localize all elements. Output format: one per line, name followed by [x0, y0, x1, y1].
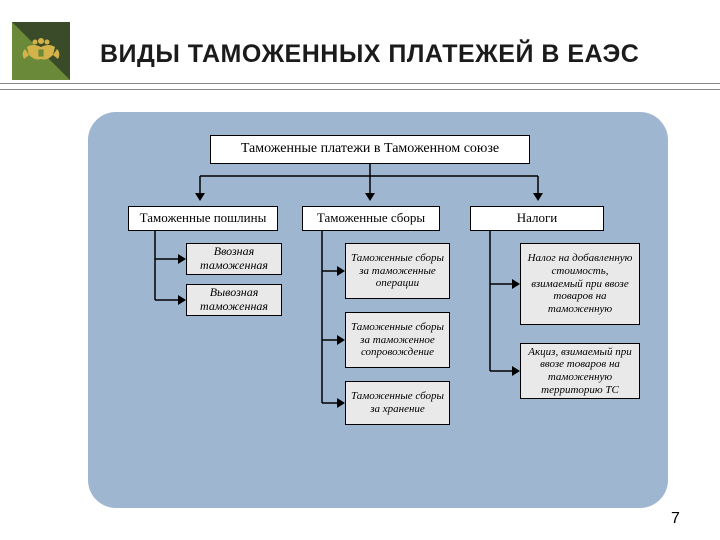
diagram-leaf-fees-1: Таможенные сборы за таможенное сопровожд… — [345, 312, 450, 368]
diagram-branch-duties: Таможенные пошлины — [128, 206, 278, 231]
diagram-leaf-duties-0: Ввозная таможенная — [186, 243, 282, 275]
divider — [0, 89, 720, 90]
diagram-leaf-fees-0: Таможенные сборы за таможенные операции — [345, 243, 450, 299]
page-number: 7 — [671, 510, 680, 528]
diagram-branch-taxes: Налоги — [470, 206, 604, 231]
customs-emblem-icon — [12, 22, 70, 80]
page-title: ВИДЫ ТАМОЖЕННЫХ ПЛАТЕЖЕЙ В ЕАЭС — [100, 40, 639, 69]
diagram-root: Таможенные платежи в Таможенном союзе — [210, 135, 530, 164]
diagram-branch-fees: Таможенные сборы — [302, 206, 440, 231]
slide: ВИДЫ ТАМОЖЕННЫХ ПЛАТЕЖЕЙ В ЕАЭС Таможенн… — [0, 0, 720, 540]
diagram-leaf-taxes-1: Акциз, взимаемый при ввозе товаров на та… — [520, 343, 640, 399]
diagram-leaf-fees-2: Таможенные сборы за хранение — [345, 381, 450, 425]
diagram-leaf-duties-1: Вывозная таможенная — [186, 284, 282, 316]
divider — [0, 83, 720, 84]
diagram-leaf-taxes-0: Налог на добавленную стоимость, взимаемы… — [520, 243, 640, 325]
